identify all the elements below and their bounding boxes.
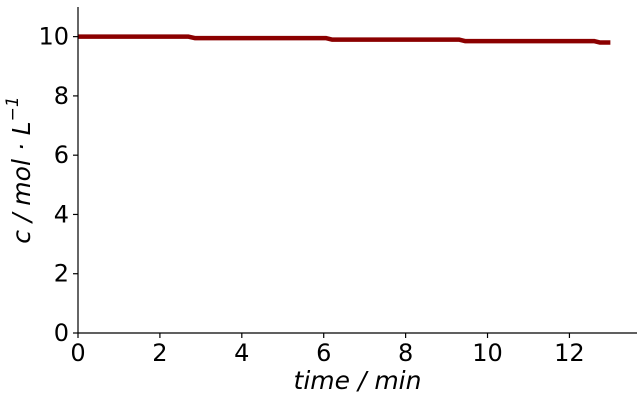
x-tick-label: 6 bbox=[316, 339, 331, 367]
x-tick-label: 12 bbox=[554, 339, 585, 367]
x-tick-label: 10 bbox=[472, 339, 503, 367]
y-axis-label-exponent: −1 bbox=[3, 96, 23, 121]
y-tick-label: 10 bbox=[38, 23, 69, 51]
y-tick-label: 4 bbox=[54, 200, 69, 228]
concentration-series-line bbox=[78, 34, 611, 45]
y-axis-ticks: 0 2 4 6 8 10 bbox=[38, 23, 78, 347]
x-tick-label: 8 bbox=[398, 339, 413, 367]
x-axis-label: time / min bbox=[294, 366, 422, 395]
y-axis-label-main: c / mol · L bbox=[7, 121, 36, 243]
y-tick-label: 6 bbox=[54, 141, 69, 169]
x-tick-label: 4 bbox=[234, 339, 249, 367]
y-tick-label: 0 bbox=[54, 319, 69, 347]
y-tick-label: 8 bbox=[54, 82, 69, 110]
y-axis-label: c / mol · L−1 bbox=[3, 96, 36, 244]
x-axis-ticks: 0 2 4 6 8 10 12 bbox=[70, 333, 585, 367]
x-tick-label: 2 bbox=[152, 339, 167, 367]
plot-area bbox=[78, 34, 611, 45]
x-tick-label: 0 bbox=[70, 339, 85, 367]
y-tick-label: 2 bbox=[54, 260, 69, 288]
